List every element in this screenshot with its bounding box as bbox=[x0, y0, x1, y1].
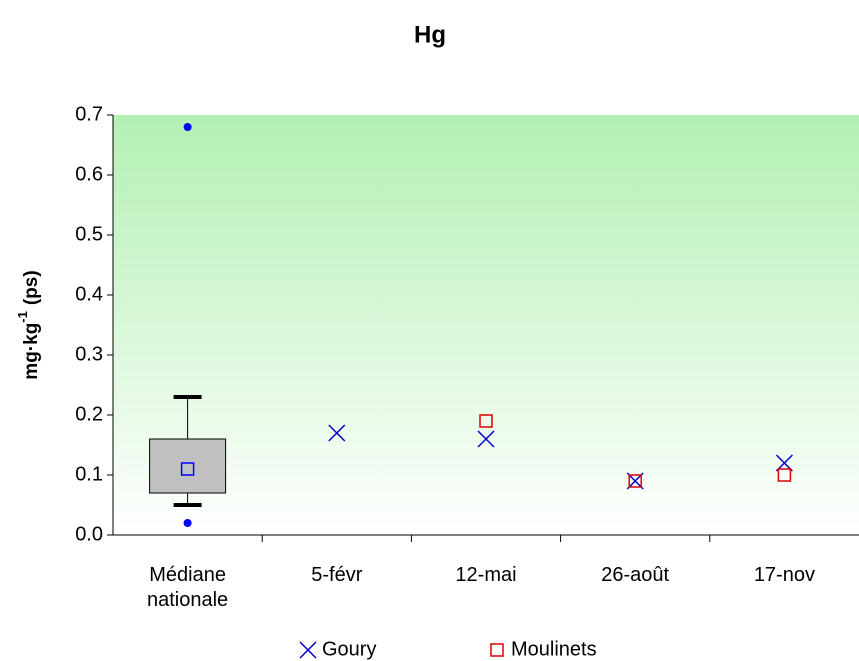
median-marker bbox=[180, 462, 195, 476]
x-tick-label: Médiane nationale bbox=[147, 564, 229, 611]
legend-marker bbox=[490, 643, 504, 657]
y-tick-label: 0.2 bbox=[75, 403, 103, 425]
outlier bbox=[183, 519, 192, 527]
plot-background bbox=[113, 115, 859, 535]
y-axis-label: mg·kg-1 (ps) bbox=[15, 270, 42, 379]
x-tick-label: 26-août bbox=[601, 564, 670, 586]
y-label-text: mg·kg bbox=[21, 323, 42, 380]
legend-label: Moulinets bbox=[511, 638, 597, 660]
y-tick-label: 0.4 bbox=[75, 283, 103, 305]
y-tick-label: 0.6 bbox=[75, 163, 103, 185]
y-tick-label: 0.1 bbox=[75, 463, 103, 485]
point bbox=[328, 424, 346, 442]
x-tick-label: 17-nov bbox=[753, 564, 815, 586]
y-label-sup: -1 bbox=[15, 311, 30, 323]
chart-title: Hg bbox=[414, 21, 446, 48]
point bbox=[479, 414, 493, 428]
x-tick-label: 5-févr bbox=[311, 564, 363, 586]
box bbox=[149, 438, 227, 494]
point bbox=[777, 468, 792, 482]
x-tick-label: 12-mai bbox=[455, 564, 517, 586]
point bbox=[477, 430, 495, 448]
point bbox=[628, 474, 642, 488]
y-label-suffix: (ps) bbox=[21, 270, 42, 305]
y-tick-label: 0.3 bbox=[75, 343, 103, 365]
legend-label: Goury bbox=[322, 638, 376, 660]
legend-marker bbox=[299, 641, 317, 659]
y-tick-label: 0.7 bbox=[75, 103, 103, 125]
y-tick-label: 0.5 bbox=[75, 223, 103, 245]
outlier bbox=[183, 123, 192, 131]
y-tick-label: 0.0 bbox=[75, 523, 103, 545]
